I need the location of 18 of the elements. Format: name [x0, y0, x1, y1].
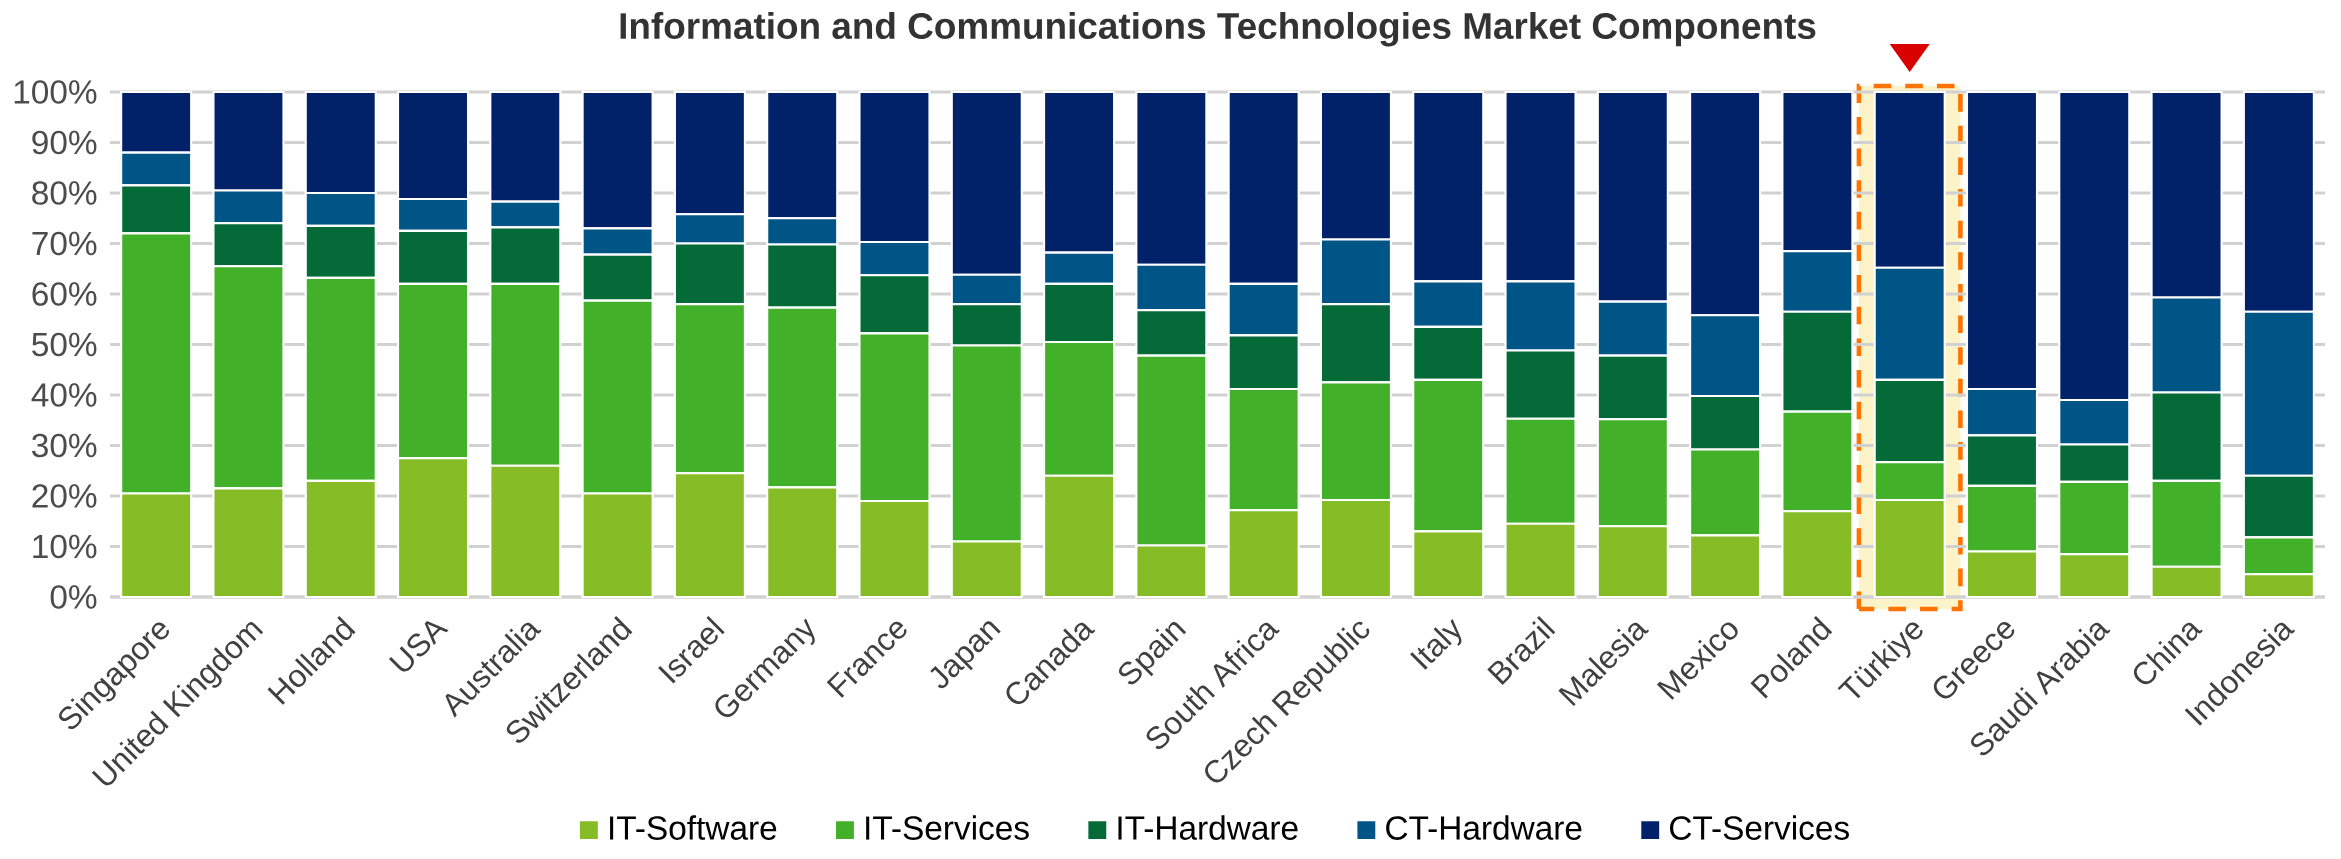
chart-title: Information and Communications Technologies Market Components [620, 11, 1816, 47]
legend-label: CT-Services [1670, 815, 1849, 840]
y-tick-label: 0% [50, 585, 97, 609]
legend-label: IT-Software [610, 815, 777, 840]
legend-label: IT-Hardware [1118, 815, 1298, 840]
y-tick-label: 100% [14, 80, 97, 104]
y-tick-label: 90% [32, 130, 97, 155]
legend-label: IT-Services [866, 815, 1029, 840]
x-tick-label: Italy [1410, 619, 1462, 670]
y-tick-label: 70% [32, 231, 97, 256]
y-tick-label: 10% [33, 534, 97, 559]
y-tick-label: 60% [32, 282, 97, 306]
y-tick-label: 50% [32, 332, 97, 357]
y-tick-label: 20% [32, 484, 97, 508]
legend-label: CT-Hardware [1386, 815, 1582, 840]
y-tick-label: 30% [32, 433, 97, 458]
y-tick-label: 80% [32, 181, 97, 205]
y-tick-label: 40% [31, 383, 97, 407]
